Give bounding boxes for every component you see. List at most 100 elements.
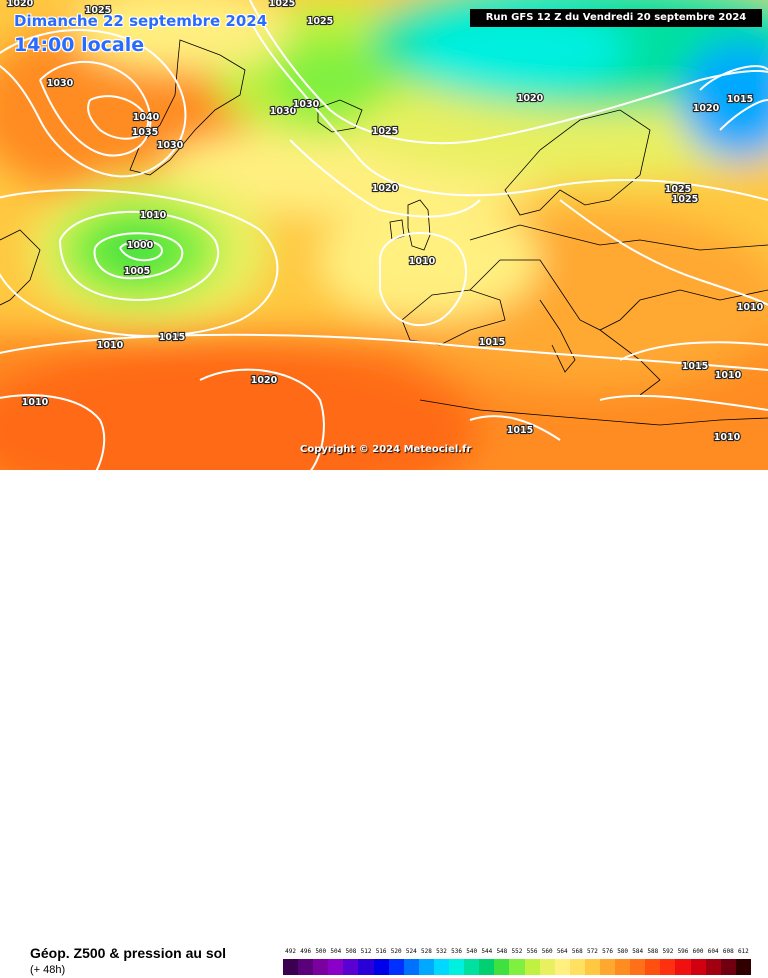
isobar-label: 1025 xyxy=(269,0,295,9)
isobar-label: 1020 xyxy=(372,183,399,194)
product-title: Géop. Z500 & pression au sol xyxy=(30,945,227,961)
scale-swatch xyxy=(358,959,374,975)
isobar-label: 1030 xyxy=(47,78,74,89)
scale-swatch xyxy=(479,959,495,975)
scale-value: 500 xyxy=(315,948,327,955)
scale-swatch xyxy=(449,959,465,975)
scale-swatch xyxy=(645,959,661,975)
geopotential-map: 1025102510251020103010401035103010301030… xyxy=(0,0,768,470)
scale-swatch xyxy=(720,959,736,975)
coastlines xyxy=(0,39,768,426)
run-label: Run GFS 12 Z du Vendredi 20 septembre 20… xyxy=(470,9,762,27)
scale-value: 508 xyxy=(345,948,357,955)
scale-value: 492 xyxy=(285,948,296,955)
color-scale: 492 496 500 504 508 512 516 520 524 528 532 536 540 5… xyxy=(283,948,751,978)
scale-swatch xyxy=(283,959,299,975)
isobar-label: 1010 xyxy=(409,256,436,267)
scale-value: 600 xyxy=(692,948,704,955)
isobar-label: 1015 xyxy=(682,361,708,372)
scale-value: 612 xyxy=(737,948,749,955)
scale-value: 560 xyxy=(541,948,553,955)
forecast-time: 14:00 locale xyxy=(14,34,145,56)
scale-labels: 492 496 500 504 508 512 516 520 524 528 532 536 540 5… xyxy=(283,948,751,958)
scale-value: 540 xyxy=(466,948,478,955)
scale-swatch xyxy=(539,959,555,975)
z500-color-field xyxy=(0,0,768,470)
scale-value: 604 xyxy=(707,948,719,955)
scale-value: 596 xyxy=(677,948,689,955)
isobar-label: 1015 xyxy=(727,94,753,105)
legend-footer: Géop. Z500 & pression au sol (+ 48h) 492… xyxy=(0,470,768,976)
scale-value: 496 xyxy=(300,948,312,955)
isobar-label: 1010 xyxy=(737,302,764,313)
isobar-label: 1010 xyxy=(22,397,49,408)
isobar-label: 1015 xyxy=(479,337,505,348)
scale-swatch xyxy=(433,959,450,975)
scale-value: 536 xyxy=(451,948,462,955)
isobar-label: 1010 xyxy=(715,370,742,381)
scale-swatch xyxy=(599,959,616,975)
isobar-label: 1020 xyxy=(7,0,34,9)
scale-value: 580 xyxy=(617,948,629,955)
isobar-label: 1035 xyxy=(132,127,158,138)
scale-swatch xyxy=(373,959,389,975)
scale-swatch xyxy=(313,959,329,975)
scale-value: 512 xyxy=(360,948,372,955)
isobar-label: 1020 xyxy=(251,375,278,386)
scale-swatch xyxy=(403,959,419,975)
scale-swatch xyxy=(388,959,404,975)
scale-value: 524 xyxy=(405,948,417,955)
isobar-label: 1015 xyxy=(507,425,533,436)
scale-swatch xyxy=(343,959,359,975)
scale-swatch xyxy=(735,959,751,975)
scale-swatch xyxy=(418,959,434,975)
isobar-label: 1010 xyxy=(714,432,741,443)
scale-value: 516 xyxy=(375,948,387,955)
scale-swatch xyxy=(569,959,585,975)
isobar-label: 1010 xyxy=(97,340,124,351)
scale-value: 572 xyxy=(587,948,598,955)
copyright: Copyright © 2024 Meteociel.fr xyxy=(300,444,472,455)
scale-value: 528 xyxy=(420,948,432,955)
scale-value: 548 xyxy=(496,948,508,955)
scale-swatch xyxy=(494,959,510,975)
isobar-labels: 1025102510251020103010401035103010301030… xyxy=(6,0,765,444)
isobar-label: 1025 xyxy=(307,16,333,27)
map-area: 1025 1025 1025 1020 1030 1040 1035 1030 1030 1030… xyxy=(0,0,768,470)
scale-swatch xyxy=(660,959,676,975)
scale-value: 532 xyxy=(436,948,447,955)
lead-time: (+ 48h) xyxy=(30,964,66,976)
isobar-label: 1020 xyxy=(517,93,544,104)
scale-value: 608 xyxy=(722,948,734,955)
scale-swatch xyxy=(328,959,344,975)
isobar-label: 1025 xyxy=(672,194,698,205)
isobar-label: 1020 xyxy=(693,103,720,114)
scale-bar xyxy=(283,959,751,975)
isobar-label: 1030 xyxy=(270,106,297,117)
isobar-label: 1030 xyxy=(293,99,320,110)
scale-swatch xyxy=(554,959,570,975)
scale-value: 584 xyxy=(632,948,644,955)
scale-swatch xyxy=(630,959,646,975)
isobar-label: 1010 xyxy=(140,210,167,221)
scale-value: 588 xyxy=(647,948,659,955)
scale-swatch xyxy=(584,959,600,975)
scale-value: 592 xyxy=(662,948,674,955)
scale-value: 520 xyxy=(390,948,402,955)
scale-swatch xyxy=(690,959,706,975)
forecast-date: Dimanche 22 septembre 2024 xyxy=(14,12,268,30)
scale-swatch xyxy=(675,959,691,975)
isobar-label: 1040 xyxy=(133,112,160,123)
isobar-label: 1025 xyxy=(665,184,691,195)
isobar-label: 1000 xyxy=(127,240,154,251)
scale-value: 552 xyxy=(511,948,523,955)
scale-swatch xyxy=(524,959,540,975)
isobar-label: 1030 xyxy=(157,140,184,151)
scale-value: 556 xyxy=(526,948,538,955)
scale-swatch xyxy=(509,959,525,975)
scale-swatch xyxy=(615,959,631,975)
scale-swatch xyxy=(298,959,314,975)
scale-swatch xyxy=(464,959,480,975)
isobar-label: 1025 xyxy=(372,126,398,137)
